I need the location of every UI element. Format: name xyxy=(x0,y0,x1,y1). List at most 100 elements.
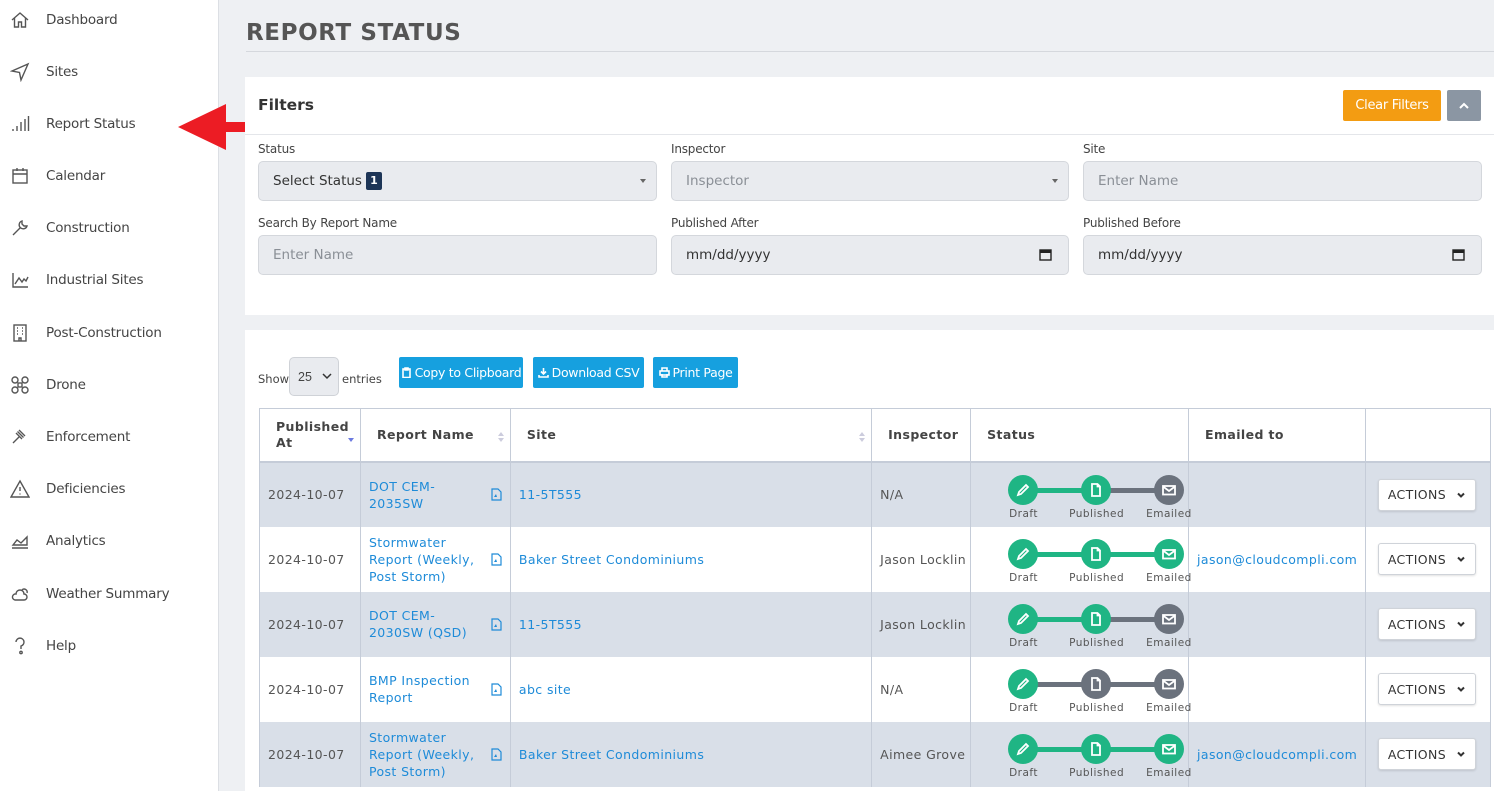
status-step-1 xyxy=(1081,734,1112,764)
status-step-1 xyxy=(1081,669,1112,699)
status-step-label: Emailed xyxy=(1146,702,1192,714)
published-at-text: 2024-10-07 xyxy=(268,746,345,762)
print-page-label: Print Page xyxy=(672,365,733,380)
document-icon xyxy=(1091,547,1101,561)
actions-label: ACTIONS xyxy=(1387,487,1447,502)
published-after-date-input[interactable]: mm/dd/yyyy xyxy=(671,235,1069,275)
pdf-file-icon[interactable] xyxy=(491,747,502,761)
sidebar-item-label: Report Status xyxy=(46,116,136,132)
sidebar-item-construction[interactable]: Construction xyxy=(0,213,218,243)
published-after-label: Published After xyxy=(671,216,759,230)
sidebar-item-industrial-sites[interactable]: Industrial Sites xyxy=(0,265,218,295)
status-step-2 xyxy=(1154,604,1185,634)
actions-dropdown-button[interactable]: ACTIONS xyxy=(1377,738,1476,770)
actions-dropdown-button[interactable]: ACTIONS xyxy=(1377,608,1476,640)
sidebar-item-weather-summary[interactable]: Weather Summary xyxy=(0,579,218,609)
status-connector xyxy=(1096,487,1170,493)
chevron-down-icon xyxy=(1457,621,1465,627)
status-step-0 xyxy=(1008,539,1039,569)
inspector-select[interactable]: Inspector xyxy=(671,161,1069,201)
site-link[interactable]: Baker Street Condominiums xyxy=(518,551,705,567)
pdf-file-icon[interactable] xyxy=(491,488,502,501)
sidebar-item-analytics[interactable]: Analytics xyxy=(0,526,218,556)
site-link[interactable]: 11-5T555 xyxy=(518,616,582,632)
cell-site: Baker Street Condominiums xyxy=(509,721,873,787)
published-before-date-input[interactable]: mm/dd/yyyy xyxy=(1083,235,1482,275)
signal-bars-icon xyxy=(9,113,31,135)
cell-inspector: Aimee Grove xyxy=(871,721,972,787)
calendar-picker-icon[interactable] xyxy=(1039,248,1052,261)
pdf-file-icon[interactable] xyxy=(491,617,502,631)
report-name-link[interactable]: BMP Inspection Report xyxy=(368,673,470,705)
status-select[interactable]: Select Status 1 xyxy=(258,161,657,201)
status-step-label: Draft xyxy=(1009,767,1039,779)
inspector-select-placeholder: Inspector xyxy=(686,173,749,189)
sidebar-item-enforcement[interactable]: Enforcement xyxy=(0,422,218,452)
inspector-text: Jason Locklin xyxy=(880,551,967,567)
report-name-input-placeholder: Enter Name xyxy=(273,247,354,263)
document-icon xyxy=(1091,482,1101,497)
pencil-icon xyxy=(1016,483,1030,496)
drone-icon xyxy=(9,374,31,396)
emailed-to-link[interactable]: jason@cloudcompli.com xyxy=(1197,551,1358,567)
column-header-site[interactable]: Site xyxy=(509,408,873,463)
status-connector xyxy=(1096,617,1170,622)
column-header-report-name[interactable]: Report Name xyxy=(359,408,511,463)
sidebar-item-label: Enforcement xyxy=(46,429,131,445)
report-name-link[interactable]: DOT CEM-2030SW (QSD) xyxy=(368,608,467,640)
sidebar-item-sites[interactable]: Sites xyxy=(0,57,218,87)
sidebar-item-label: Weather Summary xyxy=(46,586,170,602)
chevron-down-icon xyxy=(1457,686,1465,692)
filters-divider xyxy=(245,134,1494,135)
report-name-input[interactable]: Enter Name xyxy=(258,235,657,275)
pdf-file-icon[interactable] xyxy=(491,682,502,696)
cell-actions: ACTIONS xyxy=(1364,461,1492,527)
emailed-to-link[interactable]: jason@cloudcompli.com xyxy=(1197,746,1358,762)
sidebar-item-dashboard[interactable]: Dashboard xyxy=(0,5,218,35)
column-header-published-at[interactable]: Published At xyxy=(259,408,361,463)
column-header-label: Inspector xyxy=(888,427,959,443)
table-row: 2024-10-07 Stormwater Report (Weekly, Pos… xyxy=(259,526,1492,592)
site-filter-label: Site xyxy=(1083,142,1106,156)
sidebar-item-calendar[interactable]: Calendar xyxy=(0,161,218,191)
site-link[interactable]: Baker Street Condominiums xyxy=(518,746,705,762)
report-name-link[interactable]: Stormwater Report (Weekly, Post Storm) xyxy=(368,729,475,779)
cell-site: abc site xyxy=(509,656,873,722)
actions-dropdown-button[interactable]: ACTIONS xyxy=(1377,478,1476,511)
actions-dropdown-button[interactable]: ACTIONS xyxy=(1377,673,1476,705)
collapse-filters-button[interactable] xyxy=(1447,90,1481,121)
reports-table: Published At Report Name Site Inspector … xyxy=(259,408,1492,787)
area-chart-icon xyxy=(9,530,31,552)
pdf-file-icon[interactable] xyxy=(491,552,502,566)
clear-filters-button[interactable]: Clear Filters xyxy=(1343,90,1441,121)
entries-per-page-select[interactable]: 25 xyxy=(289,357,339,396)
status-step-1 xyxy=(1081,604,1112,634)
status-tracker: Draft Published Emailed xyxy=(991,534,1191,584)
report-name-link[interactable]: Stormwater Report (Weekly, Post Storm) xyxy=(368,534,475,584)
report-name-link[interactable]: DOT CEM-2035SW xyxy=(368,478,436,511)
calendar-picker-icon[interactable] xyxy=(1452,248,1465,261)
site-link[interactable]: abc site xyxy=(518,681,572,697)
cell-report-name: DOT CEM-2030SW (QSD) xyxy=(359,591,511,657)
sidebar-item-report-status[interactable]: Report Status xyxy=(0,109,218,139)
actions-label: ACTIONS xyxy=(1387,746,1447,762)
status-step-label: Emailed xyxy=(1146,572,1192,584)
sidebar-item-help[interactable]: Help xyxy=(0,631,218,661)
sidebar-item-drone[interactable]: Drone xyxy=(0,370,218,400)
factory-chart-icon xyxy=(9,269,31,291)
print-page-button[interactable]: Print Page xyxy=(653,357,738,388)
published-at-text: 2024-10-07 xyxy=(268,616,345,632)
cell-emailed-to xyxy=(1188,461,1366,527)
sidebar-item-post-construction[interactable]: Post-Construction xyxy=(0,318,218,348)
site-input[interactable]: Enter Name xyxy=(1083,161,1482,201)
sidebar-item-label: Deficiencies xyxy=(46,481,126,497)
download-csv-button[interactable]: Download CSV xyxy=(533,357,644,388)
copy-to-clipboard-button[interactable]: Copy to Clipboard xyxy=(399,357,523,388)
status-step-label: Published xyxy=(1069,572,1125,584)
sidebar-item-deficiencies[interactable]: Deficiencies xyxy=(0,474,218,504)
actions-dropdown-button[interactable]: ACTIONS xyxy=(1377,543,1476,575)
status-step-label: Draft xyxy=(1009,702,1039,714)
cell-actions: ACTIONS xyxy=(1364,721,1492,787)
table-row: 2024-10-07 DOT CEM-2030SW (QSD) 11-5T555 Ja… xyxy=(259,591,1492,657)
site-link[interactable]: 11-5T555 xyxy=(518,487,582,502)
